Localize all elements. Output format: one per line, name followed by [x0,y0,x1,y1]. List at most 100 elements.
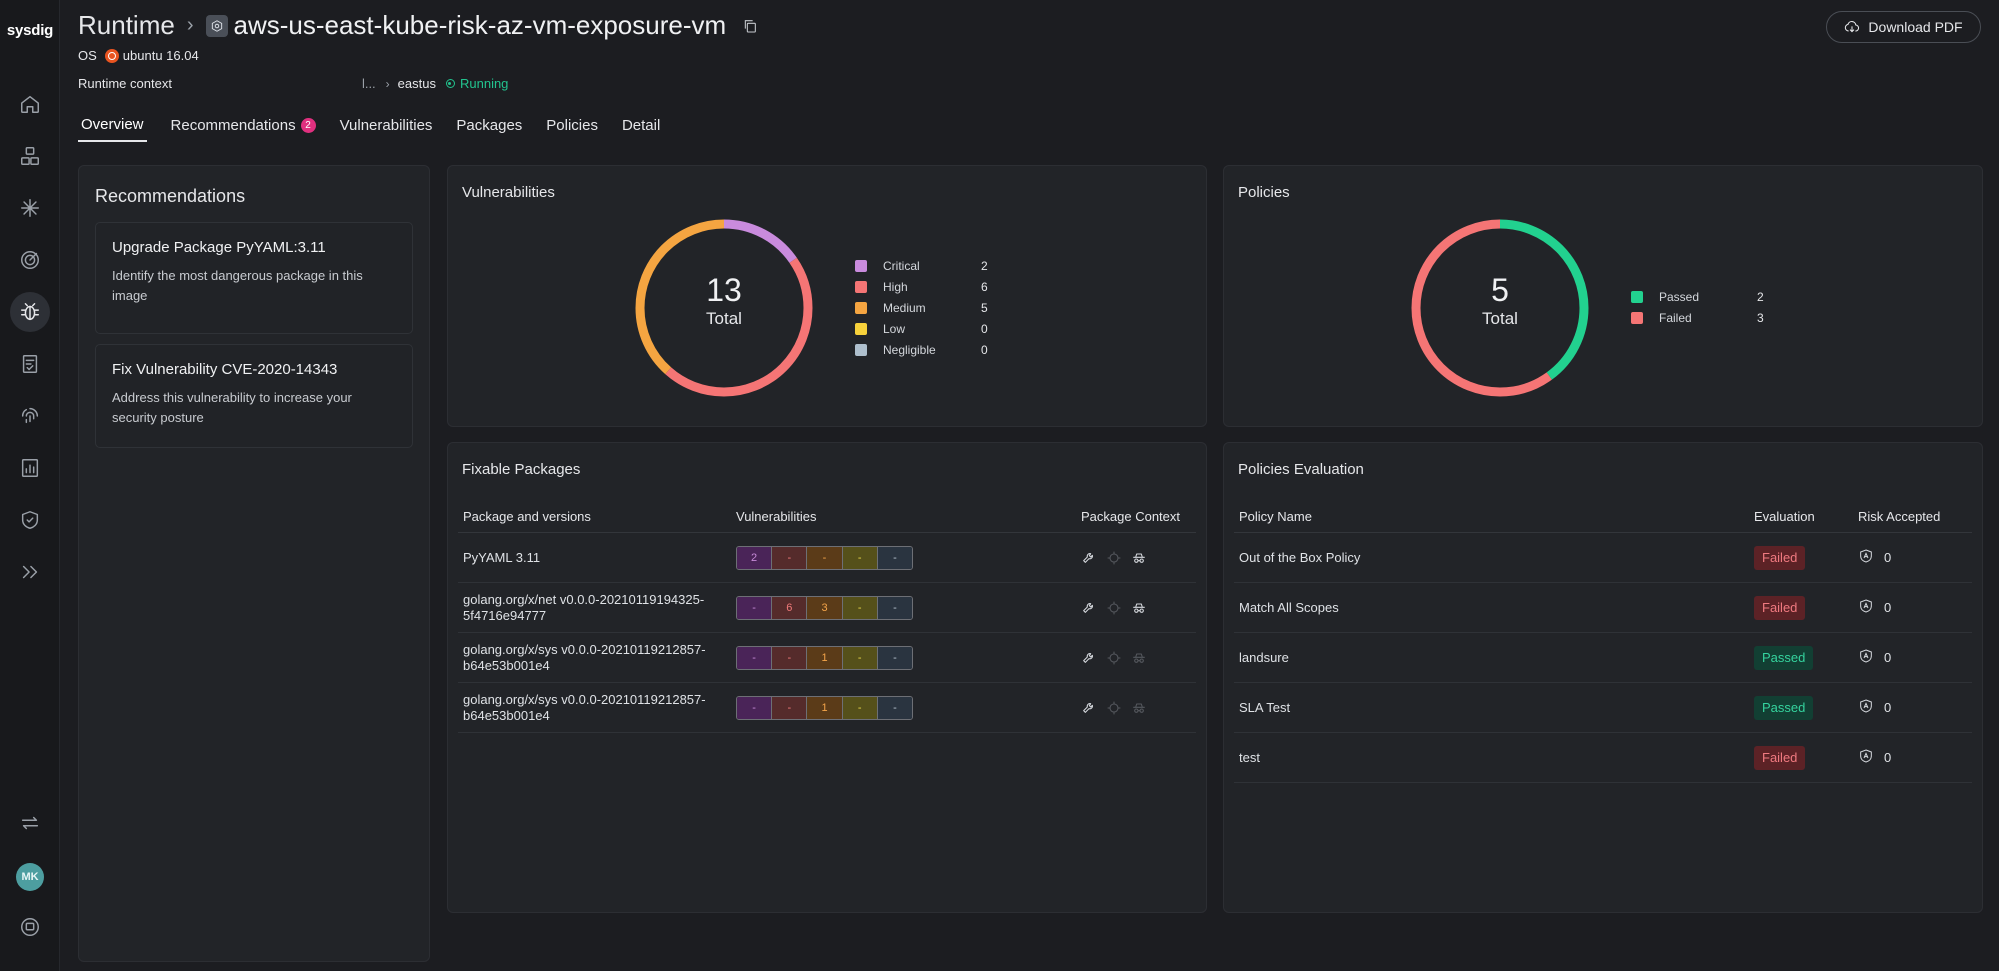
page-header: Runtime › aws-us-east-kube-risk-az-vm-ex… [78,0,1999,160]
policies-donut-chart [1411,219,1589,397]
legend-name: High [883,279,908,294]
vulnerabilities-legend-item[interactable]: Medium 5 [855,297,988,318]
table-row[interactable]: landsure Passed 0 [1234,633,1972,683]
table-row[interactable]: golang.org/x/net v0.0.0-20210119194325-5… [458,583,1196,633]
table-row[interactable]: test Failed 0 [1234,733,1972,783]
table-row[interactable]: golang.org/x/sys v0.0.0-20210119212857-b… [458,633,1196,683]
compliance-icon[interactable] [10,344,50,384]
tab-policies[interactable]: Policies [546,117,598,134]
legend-name: Negligible [883,342,936,357]
table-row[interactable]: golang.org/x/sys v0.0.0-20210119212857-b… [458,683,1196,733]
package-name: golang.org/x/sys v0.0.0-20210119212857-b… [463,641,706,673]
legend-swatch [1631,311,1643,324]
column-header[interactable]: Package and versions [463,508,591,524]
sysdig-logo[interactable]: sysdig [6,22,54,39]
vulnerabilities-segment-high[interactable] [635,219,813,397]
column-header[interactable]: Policy Name [1239,509,1312,524]
target-icon [1107,650,1121,665]
severity-count: 6 [772,596,808,619]
vulnerabilities-total: 13 [706,272,742,308]
tab-overview[interactable]: Overview [78,116,147,142]
download-pdf-button[interactable]: Download PDF [1826,11,1981,43]
target-icon [1107,700,1121,715]
vulnerabilities-donut-chart [635,219,813,397]
policy-name: test [1239,750,1260,765]
legend-swatch [855,343,867,356]
policies-evaluation-table: Policy Name Evaluation Risk Accepted Out… [1234,501,1972,783]
sidebar: sysdig [0,0,60,971]
evaluation-badge: Passed [1754,645,1814,670]
switch-icon[interactable] [10,803,50,843]
tab-recommendations[interactable]: Recommendations 2 [171,116,316,142]
table-header: Package and versions Vulnerabilities Pac… [458,501,1196,533]
severity-count: - [842,646,878,669]
events-icon[interactable] [10,188,50,228]
table-header: Policy Name Evaluation Risk Accepted [1234,501,1972,533]
wrench-icon [1083,602,1093,613]
copy-icon[interactable] [742,18,758,34]
recommendation-card[interactable]: Upgrade Package PyYAML:3.11 Identify the… [95,222,413,334]
breadcrumb-root[interactable]: Runtime [78,10,175,40]
column-header[interactable]: Package Context [1081,509,1181,524]
policies-icon[interactable] [10,500,50,540]
vulnerabilities-legend-item[interactable]: Negligible 0 [855,339,988,360]
chevron-right-icon: › [186,14,194,36]
legend-swatch [855,322,867,335]
column-header[interactable]: Risk Accepted [1858,509,1941,524]
risk-accepted-count: 0 [1884,650,1892,665]
risk-accepted-count: 0 [1884,550,1892,565]
column-header[interactable]: Vulnerabilities [736,509,817,524]
policies-segment-failed[interactable] [1411,219,1589,397]
legend-swatch [855,280,867,293]
severity-count: - [842,596,878,619]
vulnerabilities-total-label: Total [706,309,742,328]
ubuntu-icon [104,48,119,63]
column-header[interactable]: Evaluation [1754,509,1815,524]
policies-total-label: Total [1482,309,1518,328]
recommendation-description: Address this vulnerability to increase y… [112,390,352,425]
table-row[interactable]: Out of the Box Policy Failed 0 [1234,533,1972,583]
risk-accepted-icon [1858,648,1884,667]
runtime-context-truncated[interactable]: l... [361,76,376,91]
vulnerabilities-title: Vulnerabilities [462,184,555,201]
policies-legend-item[interactable]: Failed 3 [1631,307,1764,328]
vulnerabilities-legend: Critical 2 High 6 Medium 5 Low 0 Negligible 0 [855,255,988,360]
severity-count: - [772,646,808,669]
severity-count: - [842,696,878,719]
recommendation-card[interactable]: Fix Vulnerability CVE-2020-14343 Address… [95,344,413,448]
policies-evaluation-title: Policies Evaluation [1238,461,1364,478]
reports-icon[interactable] [10,448,50,488]
identity-icon[interactable] [10,396,50,436]
inventory-icon[interactable] [10,136,50,176]
avatar[interactable]: MK [16,863,44,891]
severity-bar: --1-- [736,695,913,720]
severity-count: 3 [807,596,843,619]
vulnerabilities-segment-medium[interactable] [635,219,813,397]
breadcrumb: Runtime › aws-us-east-kube-risk-az-vm-ex… [78,10,758,41]
evaluation-badge: Failed [1754,745,1806,770]
table-row[interactable]: PyYAML 3.11 2- - - - [458,533,1196,583]
vulnerabilities-legend-item[interactable]: Critical 2 [855,255,988,276]
package-context-icons [1081,700,1196,716]
table-row[interactable]: SLA Test Passed 0 [1234,683,1972,733]
help-icon[interactable] [10,907,50,947]
policies-legend-item[interactable]: Passed 2 [1631,286,1764,307]
expand-icon[interactable] [10,552,50,592]
table-row[interactable]: Match All Scopes Failed 0 [1234,583,1972,633]
vulnerabilities-donut[interactable]: 13 Total [632,216,816,400]
vulnerabilities-icon[interactable] [10,292,50,332]
spy-icon [1133,552,1145,563]
vulnerabilities-legend-item[interactable]: High 6 [855,276,988,297]
policies-donut[interactable]: 5 Total [1408,216,1592,400]
cloud-download-icon [1845,21,1860,33]
home-icon[interactable] [10,84,50,124]
tab-vulnerabilities[interactable]: Vulnerabilities [339,117,433,134]
tab-packages[interactable]: Packages [456,117,523,134]
tab-detail[interactable]: Detail [621,117,661,134]
risk-accepted-count: 0 [1884,600,1892,615]
vulnerabilities-legend-item[interactable]: Low 0 [855,318,988,339]
risk-icon[interactable] [10,240,50,280]
fixable-packages-title: Fixable Packages [462,461,581,478]
tab-bar: Overview Recommendations 2 Vulnerabilitie… [78,116,684,142]
